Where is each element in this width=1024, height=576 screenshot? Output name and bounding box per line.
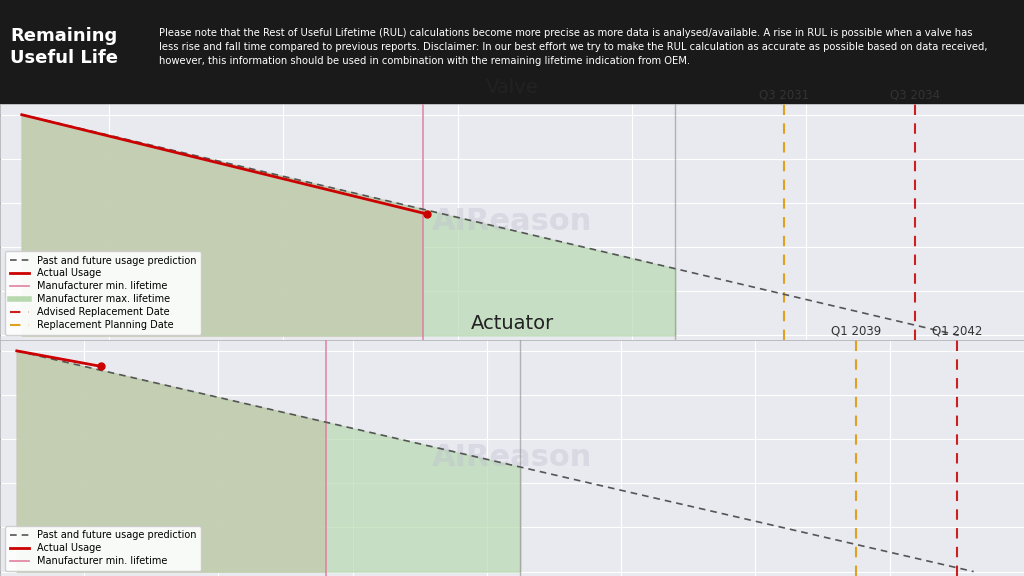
Title: Valve: Valve bbox=[485, 78, 539, 97]
Text: Q3 2034: Q3 2034 bbox=[890, 88, 940, 101]
Legend: Past and future usage prediction, Actual Usage, Manufacturer min. lifetime: Past and future usage prediction, Actual… bbox=[5, 525, 202, 571]
Title: Actuator: Actuator bbox=[470, 314, 554, 333]
Text: Q1 2039: Q1 2039 bbox=[831, 324, 882, 338]
X-axis label: Time: Time bbox=[497, 362, 527, 376]
Text: AIReason: AIReason bbox=[432, 444, 592, 472]
Text: AIReason: AIReason bbox=[432, 207, 592, 236]
Text: Please note that the Rest of Useful Lifetime (RUL) calculations become more prec: Please note that the Rest of Useful Life… bbox=[159, 28, 987, 66]
Legend: Past and future usage prediction, Actual Usage, Manufacturer min. lifetime, Manu: Past and future usage prediction, Actual… bbox=[5, 251, 202, 335]
Text: Q3 2031: Q3 2031 bbox=[759, 88, 809, 101]
Text: Q1 2042: Q1 2042 bbox=[932, 324, 982, 338]
Text: Remaining
Useful Life: Remaining Useful Life bbox=[10, 26, 118, 67]
